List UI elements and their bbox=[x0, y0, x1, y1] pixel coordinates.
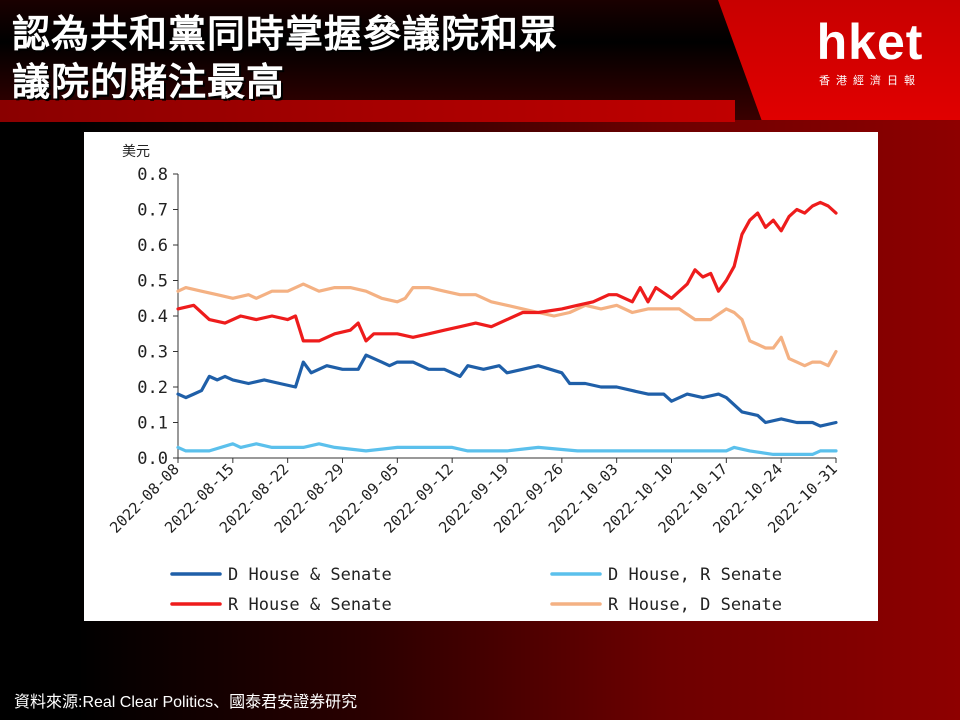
series-line-0 bbox=[176, 353, 838, 428]
y-tick-label: 0.2 bbox=[137, 378, 168, 398]
series-line-2 bbox=[176, 200, 838, 343]
series-line-1 bbox=[176, 442, 838, 456]
brand-panel bbox=[718, 0, 960, 120]
y-tick-label: 0.1 bbox=[137, 414, 168, 434]
series-line-3 bbox=[176, 282, 838, 368]
line-chart: 美元0.00.10.20.30.40.50.60.70.82022-08-082… bbox=[106, 144, 841, 615]
headline: 認為共和黨同時掌握參議院和眾 議院的賭注最高 bbox=[12, 10, 692, 106]
y-unit-label: 美元 bbox=[122, 144, 150, 160]
y-tick-label: 0.8 bbox=[137, 165, 168, 185]
hket-logo-subtitle: 香港經濟日報 bbox=[819, 74, 921, 87]
headline-line-2: 議院的賭注最高 bbox=[12, 60, 286, 104]
legend: D House & Senate D House, R Senate R House… bbox=[170, 565, 782, 615]
legend-label-2: R House & Senate bbox=[228, 595, 392, 615]
axes: 美元0.00.10.20.30.40.50.60.70.82022-08-082… bbox=[106, 144, 841, 537]
y-tick-label: 0.7 bbox=[137, 201, 168, 221]
headline-line-1: 認為共和黨同時掌握參議院和眾 bbox=[12, 12, 559, 56]
hket-logo: hket bbox=[816, 14, 924, 70]
legend-label-1: D House, R Senate bbox=[608, 565, 782, 585]
y-tick-label: 0.0 bbox=[137, 449, 168, 469]
source-note: 資料來源:Real Clear Politics、國泰君安證券研究 bbox=[14, 694, 358, 711]
y-tick-label: 0.5 bbox=[137, 272, 168, 292]
chart-card: 美元 0.0 0.1 0.2 0.3 0.4 0.5 0.6 0.7 0.8 2022-08-08 2… bbox=[84, 132, 878, 621]
y-tick-label: 0.3 bbox=[137, 343, 168, 363]
series-lines bbox=[176, 200, 838, 456]
legend-label-0: D House & Senate bbox=[228, 565, 392, 585]
header-red-band bbox=[0, 100, 735, 122]
y-tick-label: 0.6 bbox=[137, 236, 168, 256]
y-tick-label: 0.4 bbox=[137, 307, 168, 327]
legend-label-3: R House, D Senate bbox=[608, 595, 782, 615]
